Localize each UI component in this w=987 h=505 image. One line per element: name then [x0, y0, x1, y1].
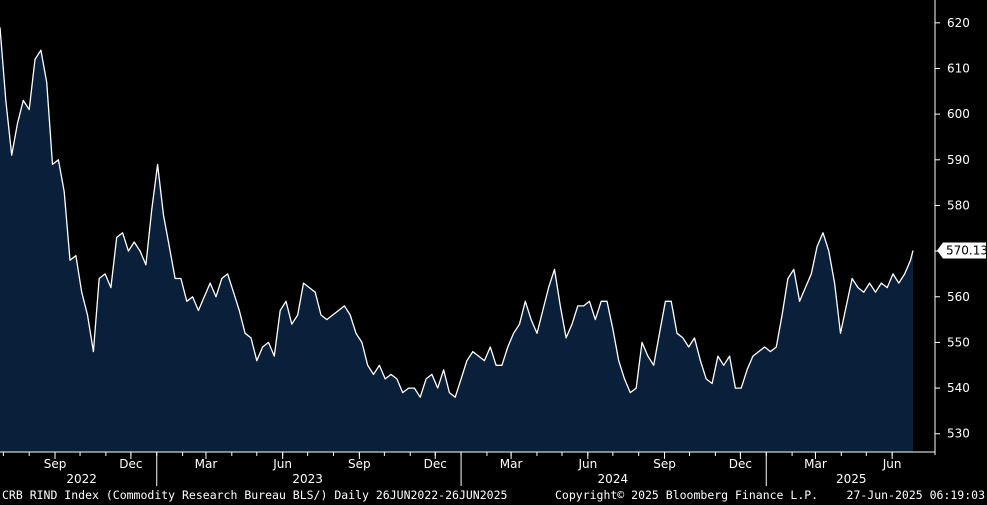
x-tick-label: Mar	[804, 457, 827, 471]
x-tick-label: Dec	[729, 457, 752, 471]
y-tick-label: 600	[947, 107, 970, 121]
area-fill	[0, 27, 913, 453]
x-year-label: 2024	[598, 472, 629, 486]
x-tick-label: Sep	[653, 457, 676, 471]
x-axis: Sep Dec Mar Jun Sep Dec Mar Jun Sep Dec Mar Jun 2022…	[0, 451, 935, 486]
x-tick-label: Sep	[44, 457, 67, 471]
last-value-label: 570.13	[946, 244, 987, 258]
x-year-label: 2023	[292, 472, 323, 486]
last-value-badge	[937, 242, 986, 259]
x-tick-label: Mar	[195, 457, 218, 471]
price-line	[0, 27, 914, 398]
plot-area	[0, 27, 914, 453]
x-tick-label: Sep	[348, 457, 371, 471]
y-tick-label: 590	[947, 153, 970, 167]
series-description: CRB RIND Index (Commodity Research Burea…	[2, 488, 508, 502]
x-tick-label: Jun	[577, 457, 597, 471]
timestamp: 27-Jun-2025 06:19:03	[846, 488, 985, 502]
x-year-label: 2025	[836, 472, 867, 486]
y-tick-label: 610	[947, 61, 970, 75]
y-tick-label: 540	[947, 381, 970, 395]
y-tick-label: 560	[947, 290, 970, 304]
copyright-notice: Copyright© 2025 Bloomberg Finance L.P.	[555, 488, 819, 502]
x-tick-label: Mar	[500, 457, 523, 471]
x-tick-label: Jun	[272, 457, 292, 471]
x-year-label: 2022	[66, 472, 97, 486]
y-tick-label: 550	[947, 335, 970, 349]
y-tick-label: 580	[947, 198, 970, 212]
y-tick-label: 530	[947, 427, 970, 441]
x-tick-label: Dec	[119, 457, 142, 471]
x-tick-label: Dec	[424, 457, 447, 471]
x-tick-label: Jun	[882, 457, 902, 471]
y-tick-label: 620	[947, 16, 970, 30]
y-axis: 530540550560570580590600610620570.13	[934, 0, 987, 455]
